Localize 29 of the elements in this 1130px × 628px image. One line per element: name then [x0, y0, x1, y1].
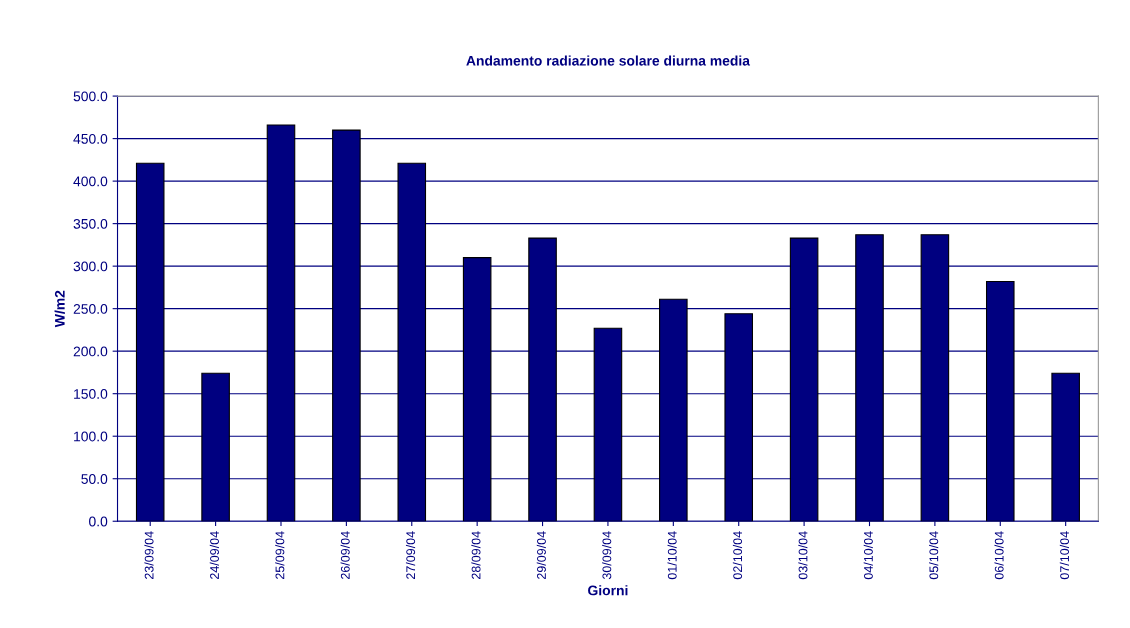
y-tick-label: 250.0	[73, 304, 108, 314]
x-tick-label: 28/09/04	[471, 531, 481, 579]
x-tick-label: 04/10/04	[863, 531, 873, 580]
y-tick-label: 300.0	[73, 261, 108, 272]
x-tick-label: 23/09/04	[144, 531, 154, 579]
x-tick-label: 07/10/04	[1059, 531, 1070, 580]
x-tick-label: 01/10/04	[667, 531, 677, 580]
x-tick-label: 26/09/04	[340, 531, 350, 579]
y-tick-label: 150.0	[74, 389, 108, 399]
x-axis-title: Giorni	[588, 585, 628, 596]
y-tick-label: 100.0	[74, 431, 108, 442]
x-tick-label: 02/10/04	[732, 531, 743, 580]
y-axis-title: W/m2	[54, 290, 65, 328]
y-tick-label: 350.0	[73, 218, 108, 229]
x-tick-label: 24/09/04	[209, 531, 219, 579]
x-tick-label: 29/09/04	[536, 531, 546, 579]
x-tick-label: 25/09/04	[275, 531, 285, 579]
y-tick-label: 500.0	[73, 91, 108, 102]
x-tick-label: 30/09/04	[602, 531, 612, 580]
y-tick-label: 200.0	[73, 346, 108, 357]
x-tick-label: 06/10/04	[994, 531, 1004, 580]
y-tick-label: 450.0	[73, 133, 108, 144]
x-tick-label: 03/10/04	[798, 531, 808, 580]
chart-title: Andamento radiazione solare diurna media	[466, 55, 751, 66]
y-tick-label: 50.0	[81, 474, 108, 484]
y-tick-label: 400.0	[73, 176, 108, 187]
x-tick-label: 27/09/04	[405, 531, 416, 579]
x-tick-label: 05/10/04	[929, 531, 939, 580]
y-tick-label: 0.0	[89, 516, 108, 527]
